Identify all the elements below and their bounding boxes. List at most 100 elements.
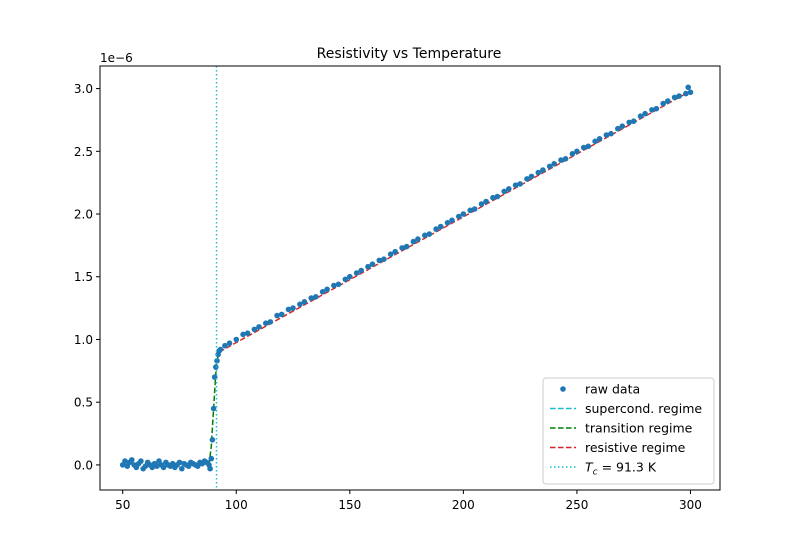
data-point xyxy=(551,161,557,167)
data-point xyxy=(456,213,462,220)
data-point xyxy=(506,186,512,192)
data-point xyxy=(685,84,691,91)
data-point xyxy=(535,169,542,176)
y-axis: 0.0 0.5 1.0 1.5 2.0 2.5 3.0 xyxy=(74,82,100,472)
data-point xyxy=(619,123,626,129)
legend-label: resistive regime xyxy=(585,440,686,455)
data-point xyxy=(626,119,632,126)
data-point xyxy=(615,125,621,132)
data-point xyxy=(290,305,296,311)
data-point xyxy=(490,194,496,201)
data-point xyxy=(683,90,689,97)
y-tick-label: 3.0 xyxy=(74,82,93,96)
data-point xyxy=(660,100,666,107)
legend-marker xyxy=(560,386,566,392)
data-point xyxy=(483,198,489,205)
data-point xyxy=(603,132,610,138)
data-point xyxy=(403,243,410,250)
data-point xyxy=(569,151,576,157)
data-point xyxy=(138,458,144,464)
data-point xyxy=(471,206,478,212)
data-point xyxy=(365,263,371,270)
data-point xyxy=(358,267,365,274)
x-tick-label: 250 xyxy=(565,498,588,512)
y-tick-label: 2.0 xyxy=(74,208,93,222)
y-tick-label: 2.5 xyxy=(74,145,93,159)
data-point xyxy=(256,324,262,330)
data-point xyxy=(129,457,135,463)
y-offset-label: 1e−6 xyxy=(100,51,133,65)
data-point xyxy=(460,211,467,217)
data-point xyxy=(596,136,603,142)
data-point xyxy=(558,157,564,163)
legend-label: Tc = 91.3 K xyxy=(585,460,657,478)
data-point xyxy=(399,245,405,251)
data-point xyxy=(274,312,280,319)
data-point xyxy=(524,176,530,182)
y-tick-label: 0.0 xyxy=(74,458,93,472)
data-point xyxy=(214,358,220,364)
chart-title: Resistivity vs Temperature xyxy=(317,46,502,62)
data-point xyxy=(240,331,246,338)
data-point xyxy=(297,301,303,308)
x-tick-label: 150 xyxy=(338,498,361,512)
data-point xyxy=(517,181,523,187)
data-point xyxy=(494,193,501,200)
data-point xyxy=(392,248,399,255)
data-point xyxy=(222,342,228,349)
x-tick-label: 50 xyxy=(115,498,130,512)
data-point xyxy=(653,105,660,112)
data-point xyxy=(217,346,224,353)
data-point xyxy=(154,463,160,470)
data-point xyxy=(208,455,215,462)
data-point xyxy=(387,251,394,257)
legend-label: transition regime xyxy=(585,421,693,436)
data-point xyxy=(410,238,417,245)
legend-label: supercond. regime xyxy=(585,401,702,416)
data-point xyxy=(244,330,251,337)
data-point xyxy=(433,226,439,232)
data-point xyxy=(478,201,485,207)
data-point xyxy=(251,326,258,333)
data-point xyxy=(422,232,428,239)
data-point xyxy=(687,89,694,96)
data-point xyxy=(580,144,587,151)
x-axis: 50 100 150 200 250 300 xyxy=(115,490,702,512)
data-point xyxy=(540,167,546,173)
y-tick-label: 0.5 xyxy=(74,396,93,410)
data-point xyxy=(209,437,216,443)
data-point xyxy=(528,173,535,180)
data-point xyxy=(233,336,240,343)
data-point xyxy=(501,188,508,195)
x-tick-label: 100 xyxy=(225,498,248,512)
axes-frame xyxy=(99,65,721,491)
data-point xyxy=(285,306,292,313)
data-point xyxy=(263,320,269,327)
data-point xyxy=(437,223,444,230)
data-point xyxy=(308,295,315,301)
data-point xyxy=(347,273,353,280)
data-point xyxy=(176,459,183,466)
data-point xyxy=(449,217,455,224)
data-point xyxy=(608,130,614,137)
legend: raw data supercond. regime transition regi… xyxy=(542,377,715,485)
data-point xyxy=(301,299,308,305)
data-point xyxy=(562,156,569,162)
data-point xyxy=(179,465,185,472)
data-point xyxy=(381,256,387,263)
data-point xyxy=(278,311,285,318)
y-tick-label: 1.0 xyxy=(74,333,93,347)
x-tick-label: 300 xyxy=(679,498,702,512)
data-point xyxy=(426,231,433,237)
y-tick-label: 1.5 xyxy=(74,270,93,284)
data-point xyxy=(331,282,337,289)
data-point xyxy=(546,163,553,170)
data-point xyxy=(324,286,330,293)
data-point xyxy=(574,148,580,155)
data-point xyxy=(267,319,274,325)
data-point xyxy=(376,257,383,264)
data-point xyxy=(160,464,167,471)
data-point xyxy=(630,118,637,124)
data-point xyxy=(665,98,671,104)
data-point xyxy=(642,110,648,117)
